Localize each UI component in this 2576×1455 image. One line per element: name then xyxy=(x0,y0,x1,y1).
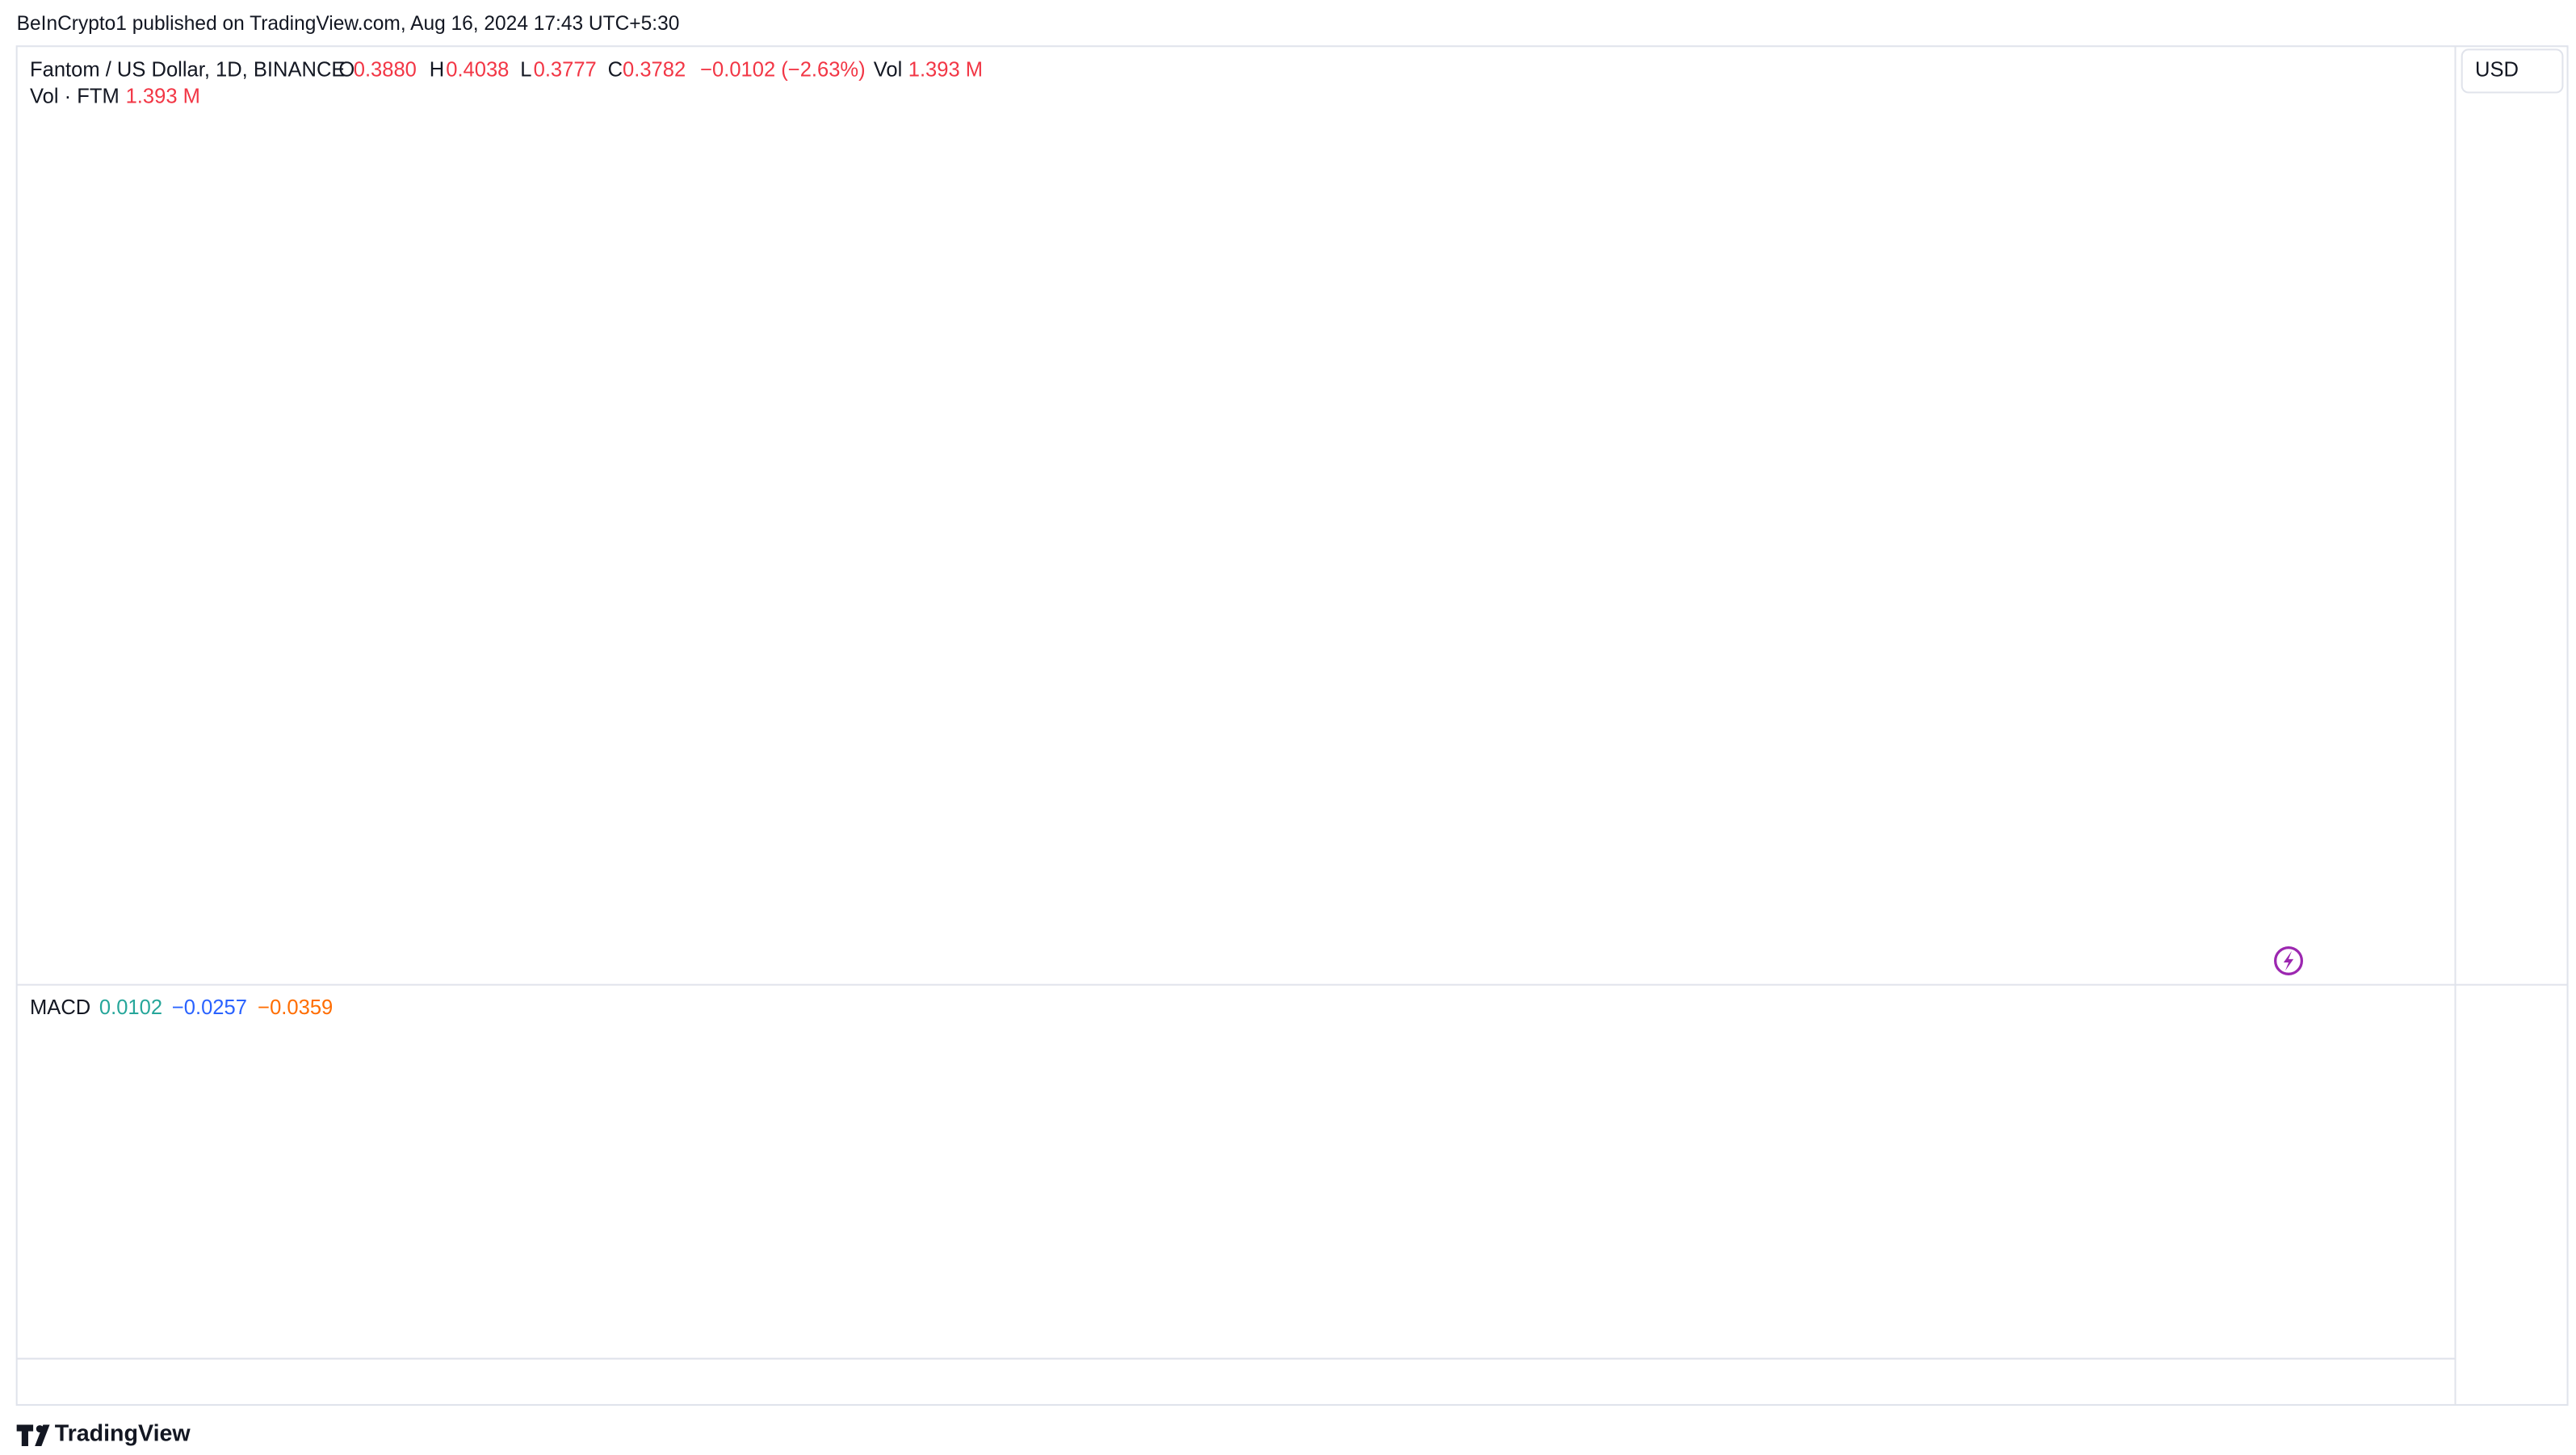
logo-dot xyxy=(36,1425,44,1433)
change-value: −0.0102 (−2.63%) xyxy=(700,59,866,82)
alert-icon xyxy=(2274,946,2304,975)
volume-value: 1.393 M xyxy=(126,85,200,107)
vol-label: Vol xyxy=(874,59,903,82)
ohlc-label: L xyxy=(520,59,531,82)
ohlc-value: 0.3782 xyxy=(623,59,686,82)
ohlc-label: O xyxy=(338,59,355,82)
publisher-line: BeInCrypto1 published on TradingView.com… xyxy=(17,13,680,35)
macd-line-value: −0.0257 xyxy=(172,996,247,1019)
chart-border xyxy=(15,45,2569,1406)
ohlc-value: 0.4038 xyxy=(446,59,509,82)
footer-brand: TradingView xyxy=(55,1420,191,1446)
symbol-title: Fantom / US Dollar, 1D, BINANCE xyxy=(30,59,345,82)
ohlc-label: C xyxy=(608,59,623,82)
ohlc-value: 0.3880 xyxy=(354,59,417,82)
macd-hist-value: 0.0102 xyxy=(99,996,162,1019)
currency-button[interactable] xyxy=(2461,48,2564,94)
usd-button[interactable]: USD xyxy=(2461,48,2564,94)
vol-value: 1.393 M xyxy=(908,59,983,82)
alert-bolt xyxy=(2283,950,2294,971)
currency-label[interactable]: USD xyxy=(2475,59,2519,82)
macd-signal-value: −0.0359 xyxy=(258,996,333,1019)
ohlc-label: H xyxy=(430,59,444,82)
ohlc-value: 0.3777 xyxy=(534,59,597,82)
macd-title: MACD xyxy=(30,996,90,1019)
pane-frame xyxy=(15,45,2569,1406)
tradingview-logo xyxy=(16,1424,50,1447)
volume-title: Vol · FTM xyxy=(30,85,120,107)
